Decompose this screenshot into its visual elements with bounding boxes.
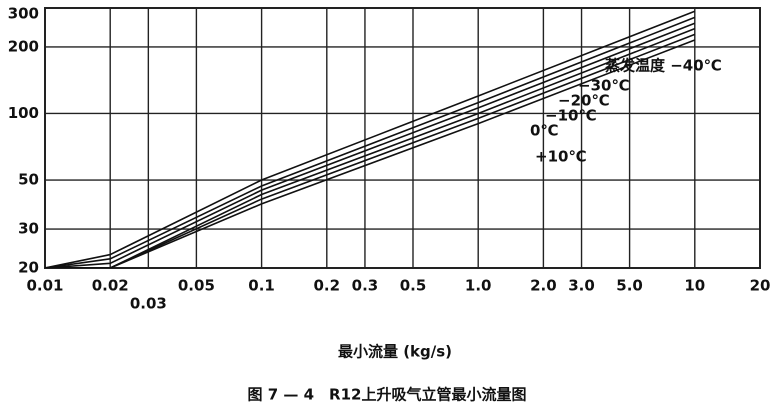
x-tick-label: 0.5 <box>400 277 427 295</box>
y-tick-label: 30 <box>18 220 39 238</box>
y-tick-label: 20 <box>18 259 39 277</box>
x-tick-label: 0.01 <box>26 277 63 295</box>
series-line <box>45 16 696 268</box>
y-tick-label: 50 <box>18 171 39 189</box>
x-tick-label: 1.0 <box>465 277 492 295</box>
series-line <box>45 22 696 268</box>
series-label: 0℃ <box>530 122 559 140</box>
y-tick-label: 300 <box>8 5 39 23</box>
x-tick-label: 0.03 <box>130 295 167 313</box>
x-tick-label: 0.1 <box>248 277 275 295</box>
x-tick-label: 10 <box>684 277 705 295</box>
x-tick-label: 0.02 <box>92 277 129 295</box>
x-tick-label: 0.2 <box>314 277 341 295</box>
series-label: −10℃ <box>545 107 597 125</box>
series-label: 蒸发温度 −40℃ <box>605 57 722 75</box>
x-tick-label: 5.0 <box>616 277 643 295</box>
x-tick-label: 2.0 <box>530 277 557 295</box>
caption: 图 7 — 4 R12上升吸气立管最小流量图 <box>248 386 527 404</box>
x-tick-label: 20 <box>750 277 771 295</box>
y-tick-label: 200 <box>8 37 39 55</box>
x-tick-label: 0.3 <box>352 277 379 295</box>
series-line <box>45 33 696 268</box>
plot-area <box>45 10 696 268</box>
series-line <box>45 39 696 268</box>
series-label: +10℃ <box>535 148 587 166</box>
series-label: −20℃ <box>558 92 610 110</box>
series-line <box>45 27 696 268</box>
x-tick-label: 3.0 <box>568 277 595 295</box>
y-tick-label: 100 <box>8 104 39 122</box>
series-label: −30℃ <box>578 77 630 95</box>
series-line <box>45 10 696 268</box>
x-axis-label: 最小流量 (kg/s) <box>338 343 452 361</box>
x-tick-label: 0.05 <box>178 277 215 295</box>
